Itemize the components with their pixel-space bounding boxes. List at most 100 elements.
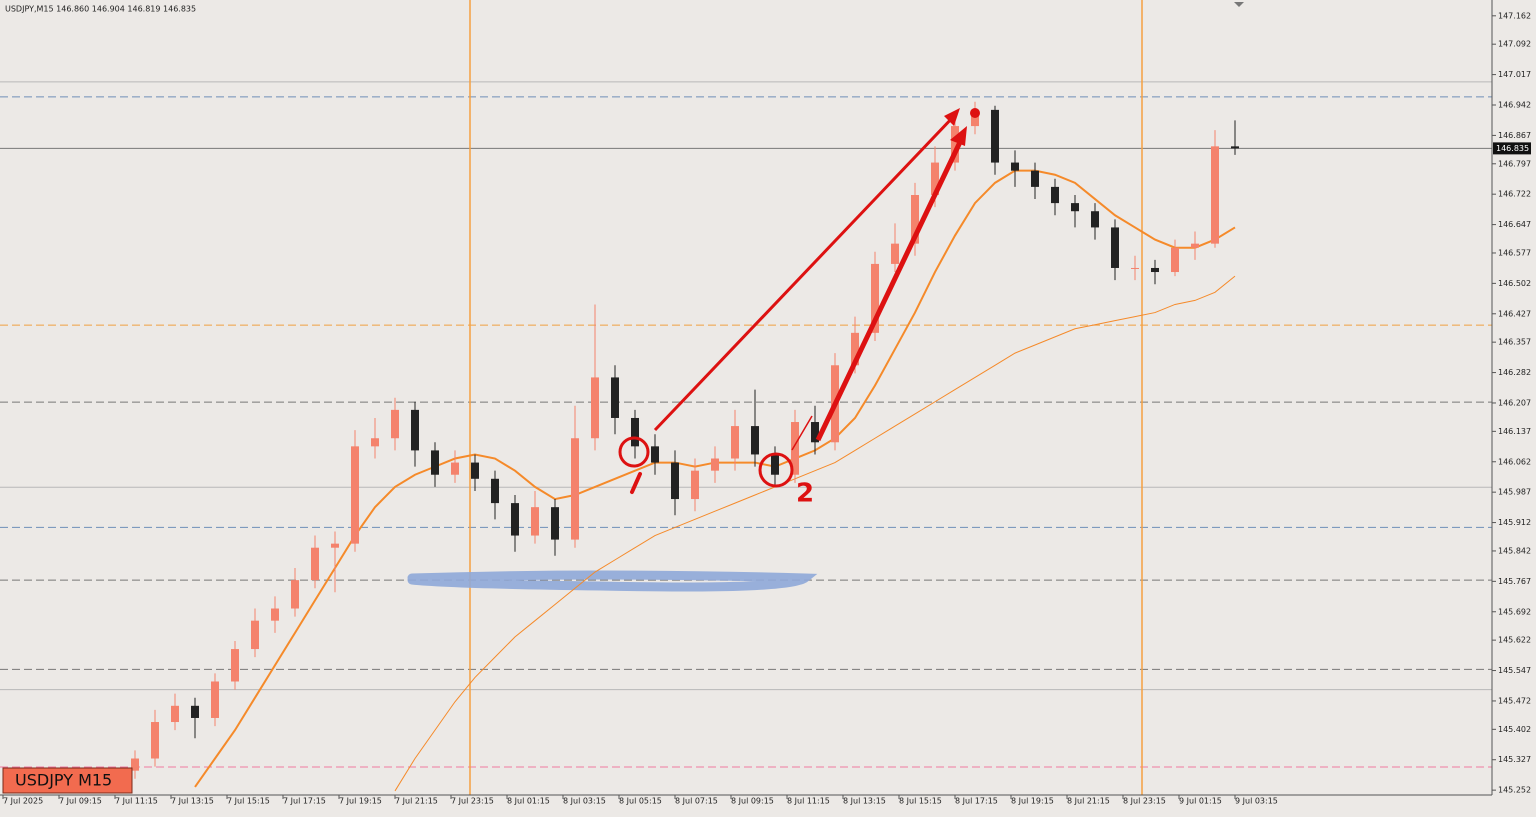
candle-body (151, 722, 159, 759)
candle-body (511, 503, 519, 536)
y-tick-label: 145.327 (1498, 755, 1531, 764)
candle-body (791, 422, 799, 475)
y-tick-label: 146.797 (1498, 159, 1531, 168)
x-tick-label: 7 Jul 11:15 (115, 797, 158, 806)
y-tick-label: 147.162 (1498, 11, 1531, 20)
y-tick-label: 145.622 (1498, 636, 1531, 645)
candle-body (711, 458, 719, 471)
x-tick-label: 7 Jul 15:15 (227, 797, 270, 806)
y-tick-label: 145.252 (1498, 786, 1531, 795)
x-tick-label: 8 Jul 13:15 (843, 797, 886, 806)
candle-body (1051, 186, 1059, 204)
levels (0, 81, 1492, 768)
candle-body (951, 126, 959, 163)
badge-text: USDJPY M15 (15, 771, 112, 790)
arrow (653, 113, 957, 432)
x-tick-label: 9 Jul 01:15 (1179, 797, 1222, 806)
candle-body (1171, 247, 1179, 273)
x-tick-label: 7 Jul 19:15 (339, 797, 382, 806)
y-tick-label: 146.357 (1498, 338, 1531, 347)
y-tick-label: 145.402 (1498, 725, 1531, 734)
candle-body (271, 608, 279, 621)
shift-marker (1234, 2, 1244, 7)
circle-marker (758, 452, 794, 488)
candle-body (771, 454, 779, 475)
badge (2, 767, 133, 794)
y-tick-label: 145.987 (1498, 488, 1531, 497)
candle-body (811, 422, 819, 443)
candle-body (471, 462, 479, 479)
candle-body (531, 507, 539, 536)
candle-body (371, 438, 379, 447)
y-tick-label: 145.767 (1498, 577, 1531, 586)
candle-body (931, 162, 939, 195)
y-tick-label: 145.472 (1498, 696, 1531, 705)
candle-body (131, 758, 139, 771)
x-tick-label: 7 Jul 21:15 (395, 797, 438, 806)
x-tick-label: 8 Jul 19:15 (1011, 797, 1054, 806)
candle-body (911, 195, 919, 244)
candle-body (231, 649, 239, 682)
candle-body (1231, 146, 1239, 149)
candle-body (731, 426, 739, 459)
y-tick-label: 146.207 (1498, 398, 1531, 407)
y-tick-label: 146.502 (1498, 279, 1531, 288)
x-tick-label: 8 Jul 21:15 (1067, 797, 1110, 806)
y-tick-label: 145.692 (1498, 607, 1531, 616)
candle-body (991, 109, 999, 163)
x-tick-label: 8 Jul 03:15 (563, 797, 606, 806)
candle-body (671, 462, 679, 500)
y-tick-label: 146.137 (1498, 427, 1531, 436)
chart-title: USDJPY,M15 146.860 146.904 146.819 146.8… (5, 5, 196, 14)
candle-body (251, 620, 259, 650)
y-tick-label: 147.017 (1498, 70, 1531, 79)
candle-body (1091, 211, 1099, 228)
candle-body (691, 470, 699, 500)
x-tick-label: 7 Jul 13:15 (171, 797, 214, 806)
x-tick-label: 9 Jul 03:15 (1235, 797, 1278, 806)
candle-body (851, 332, 859, 366)
y-tick-label: 146.427 (1498, 309, 1531, 318)
x-tick-label: 7 Jul 17:15 (283, 797, 326, 806)
candle-body (211, 681, 219, 718)
x-tick-label: 8 Jul 11:15 (787, 797, 830, 806)
x-tick-label: 8 Jul 23:15 (1123, 797, 1166, 806)
candle-body (391, 409, 399, 439)
candle-body (1151, 267, 1159, 273)
hand-mark (630, 472, 642, 494)
candle-body (1211, 146, 1219, 244)
candle-body (571, 438, 579, 540)
y-tick-label: 145.547 (1498, 666, 1531, 675)
annotation: 2 (796, 479, 814, 509)
y-tick-label: 147.092 (1498, 40, 1531, 49)
x-tick-label: 8 Jul 01:15 (507, 797, 550, 806)
dot-marker (970, 108, 980, 118)
candle-body (751, 426, 759, 455)
x-tick-label: 8 Jul 09:15 (731, 797, 774, 806)
arrowhead (950, 126, 967, 146)
candle-body (591, 377, 599, 439)
arrow-tail (791, 415, 813, 451)
x-tick-label: 8 Jul 07:15 (675, 797, 718, 806)
candle-body (291, 580, 299, 609)
y-tick-label: 145.842 (1498, 546, 1531, 555)
x-tick-label: 8 Jul 17:15 (955, 797, 998, 806)
y-tick-label: 146.062 (1498, 457, 1531, 466)
candle-body (651, 446, 659, 463)
candle-body (551, 507, 559, 540)
candle-body (311, 547, 319, 581)
moving-average (394, 275, 1236, 792)
candle-body (1131, 267, 1139, 269)
current-price-label: 146.835 (1496, 144, 1529, 153)
y-tick-label: 146.282 (1498, 368, 1531, 377)
candle-body (1031, 170, 1039, 187)
candle-body (631, 417, 639, 447)
x-tick-label: 8 Jul 15:15 (899, 797, 942, 806)
candle-body (1111, 227, 1119, 268)
arrowhead (944, 108, 960, 126)
candle-body (1191, 243, 1199, 248)
plot (131, 101, 1239, 792)
candle-body (1011, 162, 1019, 171)
y-tick-label: 146.867 (1498, 131, 1531, 140)
